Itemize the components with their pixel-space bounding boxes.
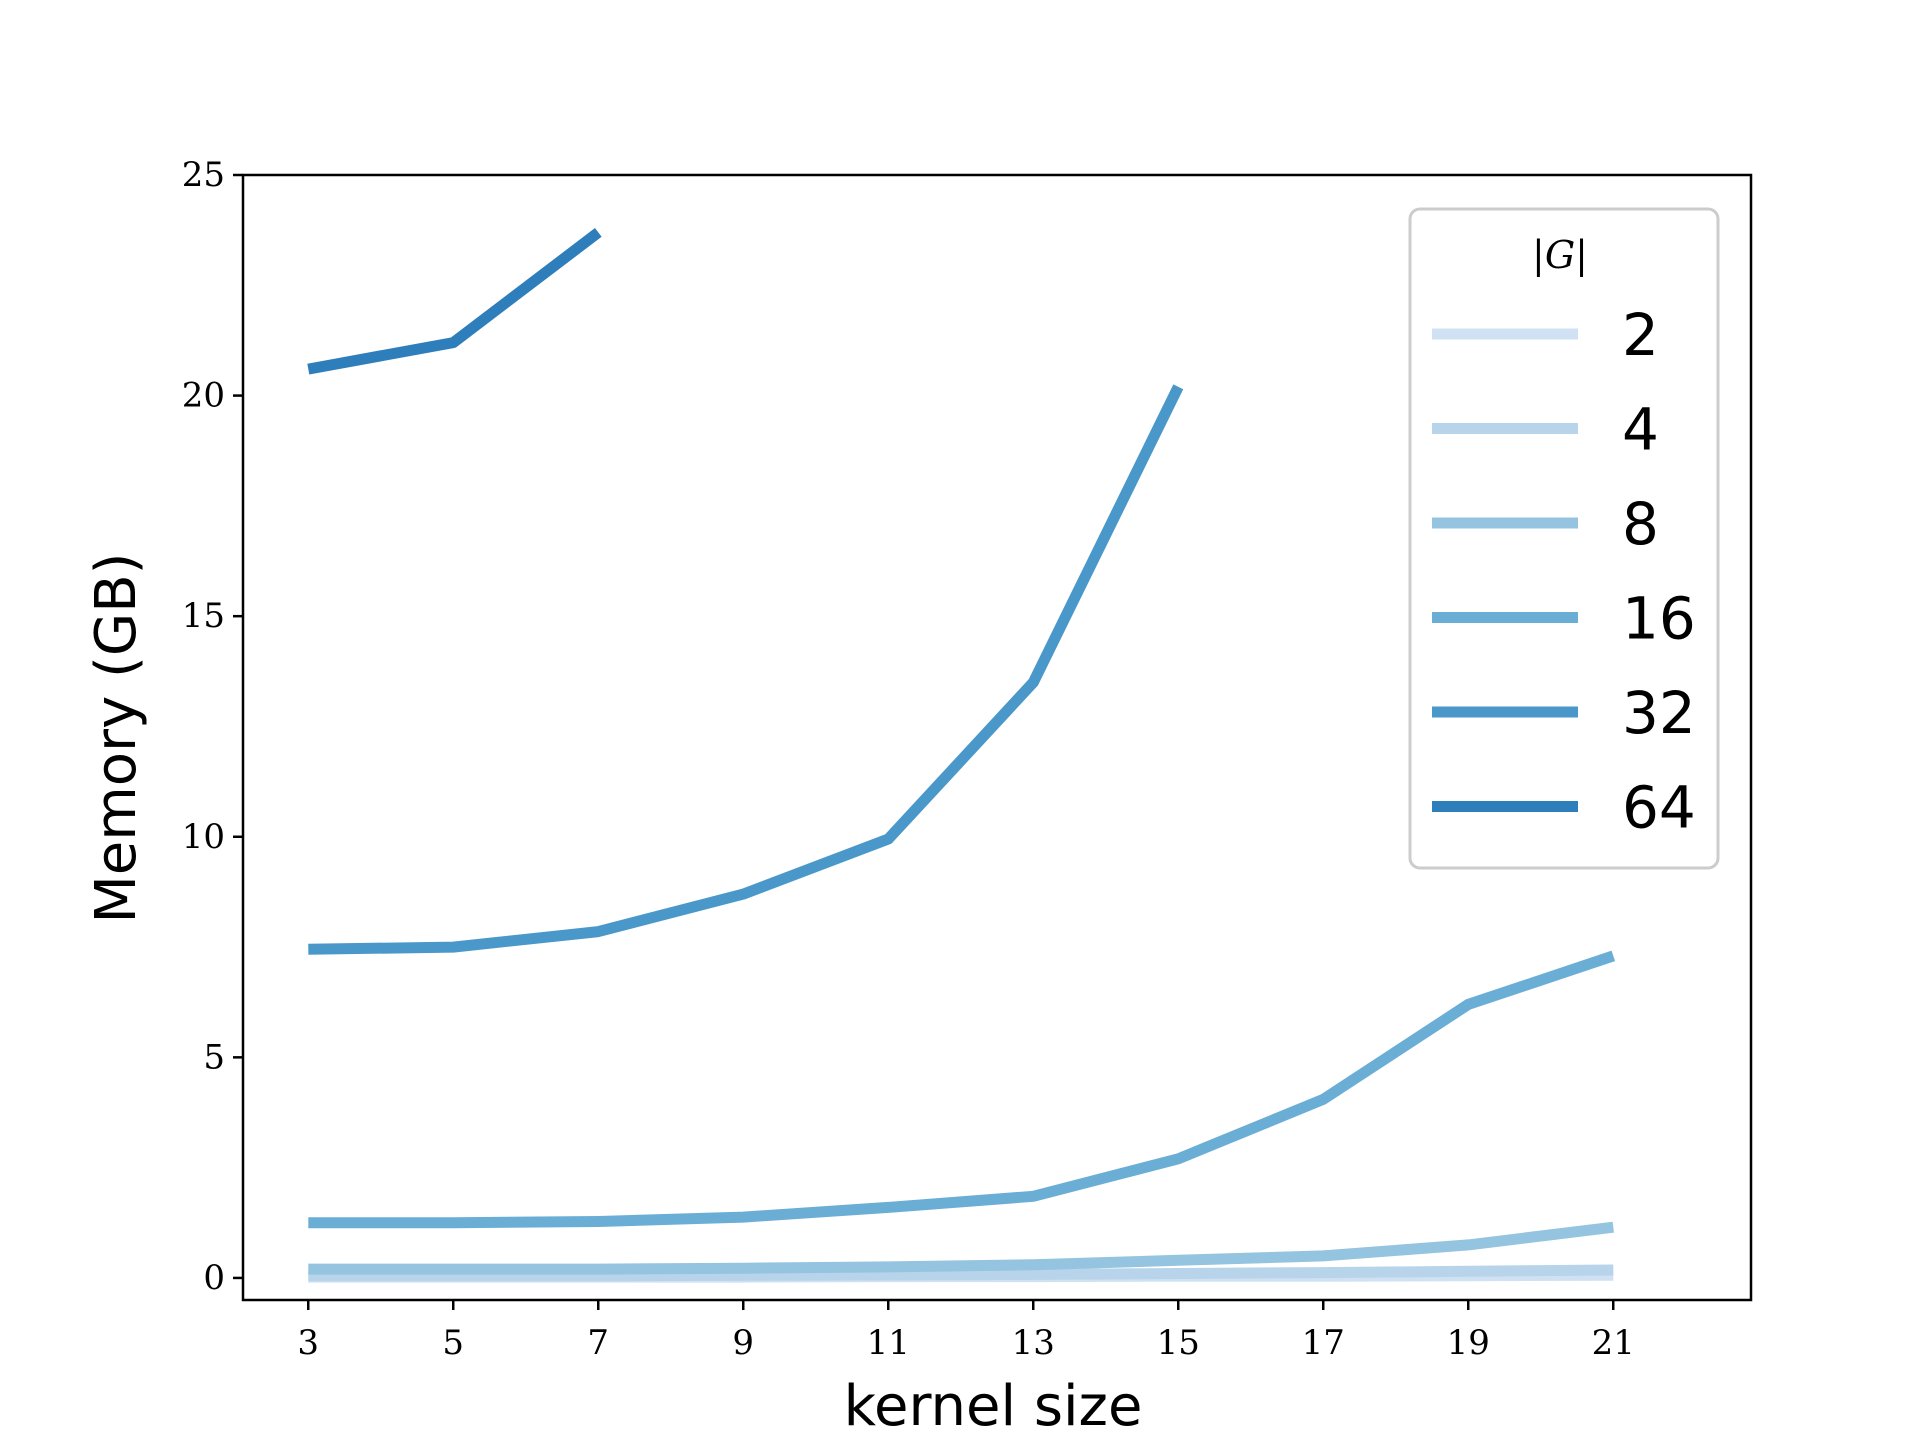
y-tick-label: 10 [182,817,225,857]
x-axis-title: kernel size [844,1374,1143,1439]
x-axis-ticks: 3 5 7 9 11 13 15 17 19 21 [297,1300,1635,1363]
x-tick-label: 5 [442,1323,464,1363]
x-tick-label: 3 [297,1323,319,1363]
plot-area-frame [241,173,1753,1302]
legend-label-32: 32 [1622,679,1696,747]
x-tick-label: 13 [1012,1323,1055,1363]
legend-title: |G| [1532,233,1588,277]
x-tick-label: 21 [1592,1323,1635,1363]
y-tick-label: 20 [182,376,225,416]
series-line-32 [308,384,1184,955]
legend-label-16: 16 [1622,585,1696,653]
y-axis-title: Memory (GB) [84,552,149,923]
x-tick-label: 11 [867,1323,910,1363]
series-line-4 [308,1264,1614,1282]
series-line-8 [308,1221,1614,1275]
series-lines [307,228,1616,1283]
legend-items: 2 4 8 16 32 64 [1432,301,1696,842]
legend-label-64: 64 [1622,774,1696,842]
y-tick-label: 25 [182,155,225,195]
y-tick-label: 0 [203,1258,225,1298]
x-tick-label: 15 [1157,1323,1200,1363]
legend-label-2: 2 [1622,301,1659,369]
legend-label-8: 8 [1622,490,1659,558]
x-tick-label: 7 [587,1323,609,1363]
legend-box [1408,207,1720,870]
series-line-64 [307,228,602,375]
x-tick-label: 19 [1447,1323,1490,1363]
x-tick-label: 9 [732,1323,754,1363]
x-tick-label: 17 [1302,1323,1345,1363]
legend-label-4: 4 [1622,396,1659,464]
legend: |G| 2 4 8 16 32 64 [1408,207,1720,870]
y-axis-ticks: 0 5 10 15 20 25 [182,155,243,1298]
series-line-16 [308,950,1616,1229]
y-tick-label: 15 [182,596,225,636]
y-tick-label: 5 [203,1037,225,1077]
